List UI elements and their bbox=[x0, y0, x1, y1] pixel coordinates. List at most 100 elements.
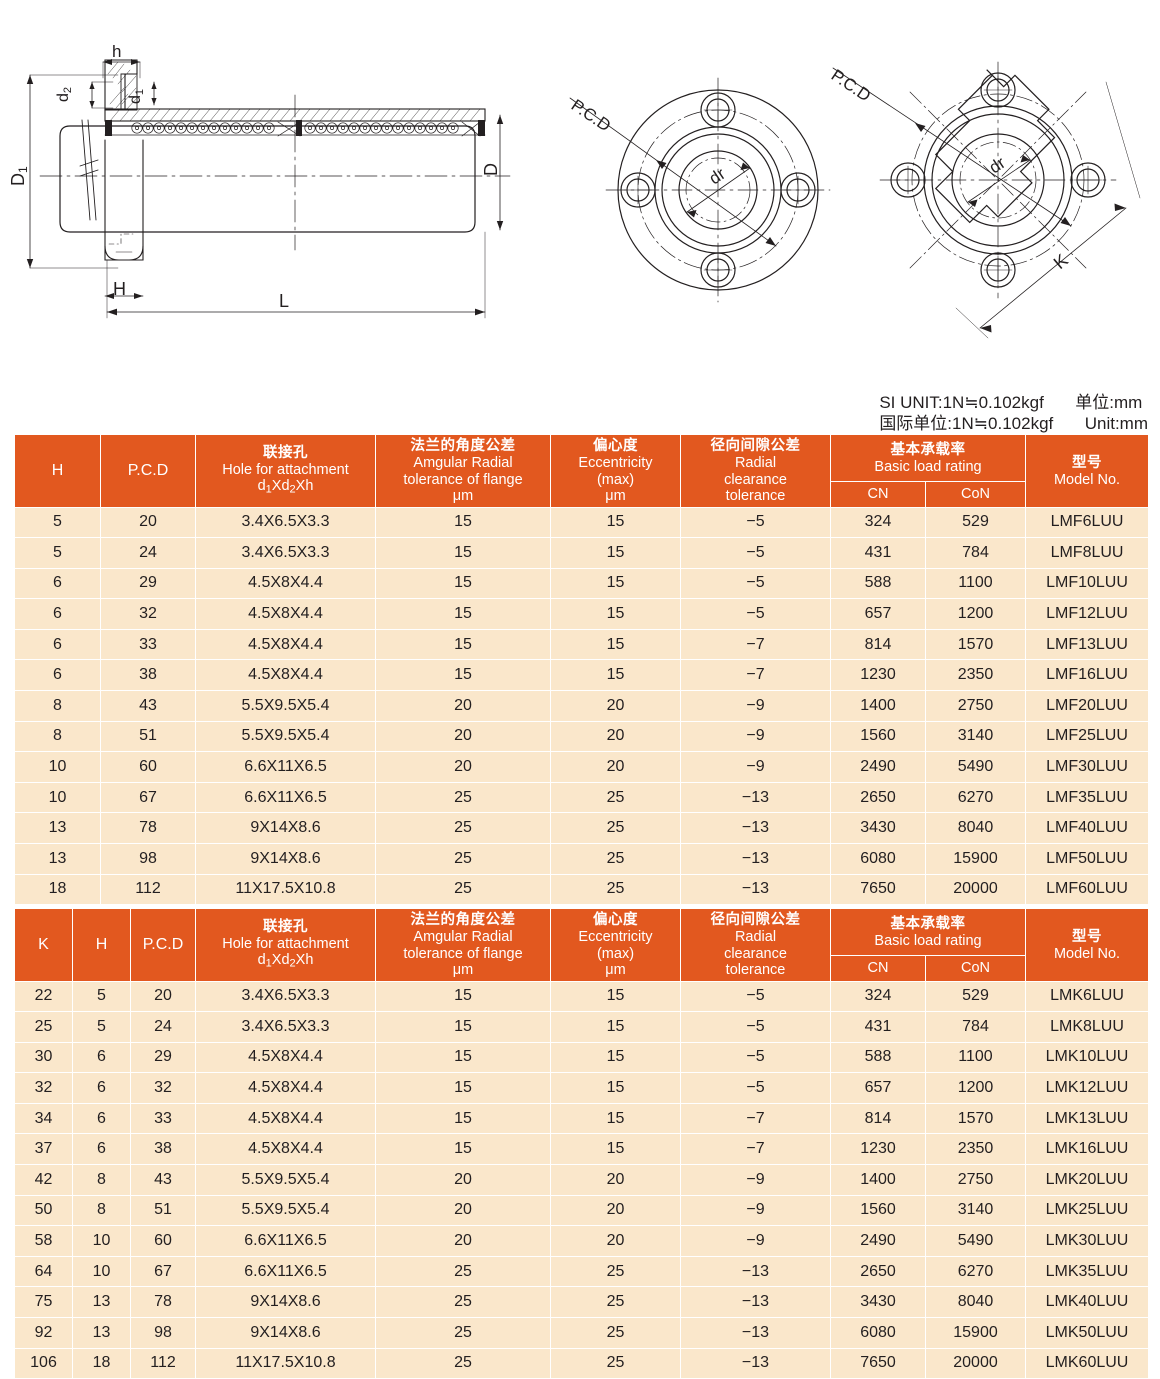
cell-pcd: 32 bbox=[100, 598, 196, 630]
cell-hole: 11X17.5X10.8 bbox=[195, 1347, 376, 1379]
col-header-angular-cn: 法兰的角度公差 bbox=[410, 438, 516, 454]
cell-h: 6 bbox=[72, 1072, 131, 1104]
round-flange-view-group: P.C.D dr bbox=[568, 77, 831, 303]
cell-h: 10 bbox=[14, 781, 101, 814]
cell-pcd: 24 bbox=[100, 537, 196, 569]
table-row: 25 5 24 3.4X6.5X3.3 15 15 −5 431 784 LMK8LUU bbox=[14, 1011, 1150, 1043]
cell-cn: 1230 bbox=[830, 659, 926, 692]
cell-k: 37 bbox=[14, 1133, 73, 1166]
cell-k: 25 bbox=[14, 1011, 73, 1043]
cell-radial: −7 bbox=[680, 1133, 831, 1166]
cell-radial: −13 bbox=[680, 1255, 831, 1288]
cell-pcd: 112 bbox=[100, 873, 196, 906]
cell-model: LMF8LUU bbox=[1025, 537, 1150, 569]
cell-hole: 4.5X8X4.4 bbox=[195, 659, 376, 692]
cell-ecc: 15 bbox=[550, 1072, 681, 1104]
cell-radial: −5 bbox=[680, 537, 831, 569]
cell-model: LMF10LUU bbox=[1025, 567, 1150, 600]
cell-pcd: 20 bbox=[130, 980, 196, 1013]
cell-hole: 9X14X8.6 bbox=[195, 843, 376, 875]
col-header-hole: 联接孔 Hole for attachment d1Xd2Xh bbox=[195, 434, 376, 508]
cell-radial: −9 bbox=[680, 720, 831, 753]
cell-hole: 9X14X8.6 bbox=[195, 812, 376, 845]
cell-con: 2750 bbox=[924, 690, 1027, 722]
cell-h: 5 bbox=[72, 980, 131, 1013]
table-row: 6 33 4.5X8X4.4 15 15 −7 814 1570 LMF13LUU bbox=[14, 628, 1150, 661]
lmk-table-head: K H P.C.D 联接孔 Hole for attachment d1Xd2X… bbox=[14, 907, 1150, 982]
cell-cn: 324 bbox=[830, 506, 926, 539]
cell-ecc: 15 bbox=[550, 1133, 681, 1166]
cell-k: 30 bbox=[14, 1041, 73, 1074]
cell-angular: 15 bbox=[375, 980, 551, 1013]
table-row: 37 6 38 4.5X8X4.4 15 15 −7 1230 2350 LMK16LUU bbox=[14, 1133, 1150, 1166]
cell-h: 6 bbox=[72, 1102, 131, 1135]
cell-model: LMK10LUU bbox=[1025, 1041, 1150, 1074]
cell-model: LMK16LUU bbox=[1025, 1133, 1150, 1166]
cell-radial: −5 bbox=[680, 1041, 831, 1074]
cell-model: LMK8LUU bbox=[1025, 1011, 1150, 1043]
cell-model: LMK35LUU bbox=[1025, 1255, 1150, 1288]
cell-pcd: 20 bbox=[100, 506, 196, 539]
lmk-spec-table: K H P.C.D 联接孔 Hole for attachment d1Xd2X… bbox=[14, 907, 1150, 1379]
col-header-ecc-max: (max) bbox=[596, 945, 635, 962]
col-header-k: K bbox=[14, 908, 73, 982]
cell-model: LMF60LUU bbox=[1025, 873, 1150, 906]
cell-cn: 814 bbox=[830, 1102, 926, 1135]
units-note: SI UNIT:1N≒0.102kgf 单位:mm 国际单位:1N≒0.102k… bbox=[879, 392, 1148, 434]
cell-h: 13 bbox=[14, 843, 101, 875]
cell-k: 106 bbox=[14, 1347, 73, 1379]
label-h: h bbox=[112, 42, 121, 61]
cell-con: 8040 bbox=[924, 1286, 1027, 1319]
cell-ecc: 15 bbox=[550, 567, 681, 600]
cell-model: LMF25LUU bbox=[1025, 720, 1150, 753]
cell-h: 10 bbox=[14, 751, 101, 783]
cell-k: 92 bbox=[14, 1317, 73, 1349]
col-header-h: H bbox=[72, 908, 131, 982]
cell-hole: 3.4X6.5X3.3 bbox=[195, 537, 376, 569]
cell-angular: 25 bbox=[375, 1255, 551, 1288]
cell-pcd: 33 bbox=[130, 1102, 196, 1135]
col-header-pcd: P.C.D bbox=[130, 908, 196, 982]
cell-cn: 588 bbox=[830, 1041, 926, 1074]
label-dr-square: dr bbox=[986, 153, 1009, 177]
cell-radial: −5 bbox=[680, 567, 831, 600]
col-header-radial-cn: 径向间隙公差 bbox=[710, 438, 801, 454]
table-row: 92 13 98 9X14X8.6 25 25 −13 6080 15900 LMK50LUU bbox=[14, 1317, 1150, 1349]
cell-con: 784 bbox=[924, 537, 1027, 569]
cell-cn: 2650 bbox=[830, 781, 926, 814]
label-D1: D1 bbox=[8, 166, 30, 186]
cell-h: 18 bbox=[72, 1347, 131, 1379]
cell-cn: 2490 bbox=[830, 751, 926, 783]
cell-ecc: 15 bbox=[550, 598, 681, 630]
cell-model: LMF12LUU bbox=[1025, 598, 1150, 630]
cell-cn: 2490 bbox=[830, 1225, 926, 1257]
cell-hole: 11X17.5X10.8 bbox=[195, 873, 376, 906]
cell-con: 8040 bbox=[924, 812, 1027, 845]
cell-hole: 4.5X8X4.4 bbox=[195, 1072, 376, 1104]
table-row: 18 112 11X17.5X10.8 25 25 −13 7650 20000 LMF60LU… bbox=[14, 873, 1150, 906]
table-row: 8 51 5.5X9.5X5.4 20 20 −9 1560 3140 LMF25LUU bbox=[14, 720, 1150, 753]
table-row: 5 20 3.4X6.5X3.3 15 15 −5 324 529 LMF6LUU bbox=[14, 506, 1150, 539]
cell-radial: −9 bbox=[680, 1194, 831, 1227]
cell-angular: 20 bbox=[375, 690, 551, 722]
lmf-spec-table: H P.C.D 联接孔 Hole for attachment d1Xd2Xh … bbox=[14, 433, 1150, 906]
cell-con: 20000 bbox=[924, 873, 1027, 906]
table-row: 13 78 9X14X8.6 25 25 −13 3430 8040 LMF40LUU bbox=[14, 812, 1150, 845]
header-row-main: H P.C.D 联接孔 Hole for attachment d1Xd2Xh … bbox=[14, 433, 1150, 508]
cell-cn: 657 bbox=[830, 1072, 926, 1104]
cell-cn: 324 bbox=[830, 980, 926, 1013]
label-K: K bbox=[1050, 250, 1072, 273]
units-mm-en: Unit:mm bbox=[1084, 414, 1148, 433]
cell-hole: 6.6X11X6.5 bbox=[195, 1225, 376, 1257]
cell-angular: 15 bbox=[375, 598, 551, 630]
cell-h: 13 bbox=[14, 812, 101, 845]
col-header-con: CoN bbox=[924, 481, 1027, 508]
cell-angular: 15 bbox=[375, 537, 551, 569]
label-pcd-round: P.C.D bbox=[568, 96, 614, 136]
header-row-main: K H P.C.D 联接孔 Hole for attachment d1Xd2X… bbox=[14, 907, 1150, 982]
cell-h: 10 bbox=[72, 1255, 131, 1288]
cell-h: 6 bbox=[14, 628, 101, 661]
cell-angular: 20 bbox=[375, 1225, 551, 1257]
col-header-load-cn: 基本承载率 bbox=[890, 915, 966, 932]
cell-radial: −13 bbox=[680, 812, 831, 845]
